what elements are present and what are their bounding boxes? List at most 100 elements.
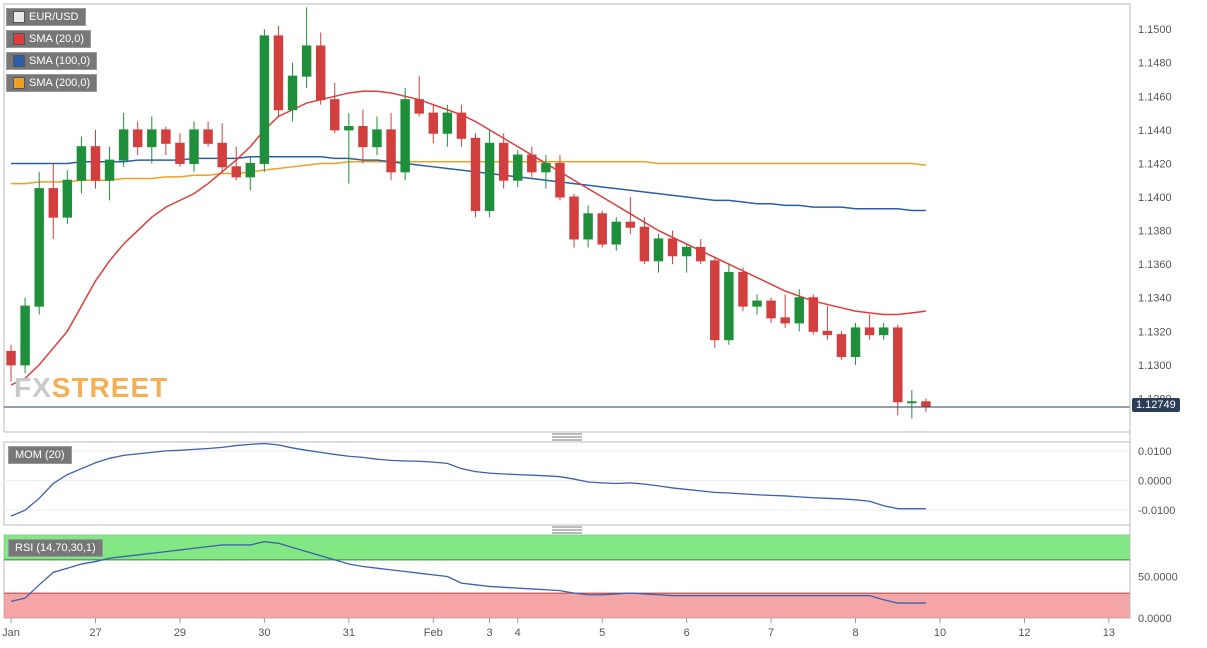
- candle: [823, 331, 831, 334]
- candle: [739, 273, 747, 307]
- svg-text:1.1340: 1.1340: [1138, 293, 1172, 305]
- candle: [288, 76, 296, 110]
- candle: [49, 189, 57, 218]
- rsi-indicator-badge: RSI (14,70,30,1): [8, 539, 103, 557]
- candle: [485, 143, 493, 210]
- svg-text:0.0100: 0.0100: [1138, 446, 1172, 458]
- candle: [640, 227, 648, 261]
- svg-text:1.1420: 1.1420: [1138, 158, 1172, 170]
- candle: [63, 180, 71, 217]
- candle: [612, 222, 620, 244]
- sma100-badge: SMA (100,0): [6, 52, 97, 70]
- candle: [837, 335, 845, 357]
- candle: [302, 46, 310, 76]
- chart-svg: 1.12801.13001.13201.13401.13601.13801.14…: [0, 0, 1207, 648]
- candle: [879, 328, 887, 335]
- svg-text:1.1500: 1.1500: [1138, 24, 1172, 36]
- svg-text:13: 13: [1103, 627, 1115, 639]
- candle: [316, 46, 324, 100]
- svg-text:Jan: Jan: [2, 627, 20, 639]
- sma100-line: [11, 157, 926, 211]
- legend-label: EUR/USD: [29, 11, 79, 23]
- candle: [528, 155, 536, 172]
- candle: [584, 214, 592, 239]
- sma200-line: [11, 162, 926, 184]
- candle: [809, 298, 817, 332]
- mom-indicator-badge: MOM (20): [8, 446, 72, 464]
- candle: [274, 36, 282, 110]
- svg-text:1.1460: 1.1460: [1138, 91, 1172, 103]
- last-price-value: 1.12749: [1136, 399, 1176, 411]
- candle: [753, 301, 761, 306]
- swatch-icon: [13, 55, 25, 67]
- rsi-upper-band: [4, 535, 1130, 560]
- svg-text:1.1380: 1.1380: [1138, 226, 1172, 238]
- svg-text:5: 5: [599, 627, 605, 639]
- svg-text:0.0000: 0.0000: [1138, 476, 1172, 488]
- candle: [711, 261, 719, 340]
- svg-text:10: 10: [934, 627, 946, 639]
- candle: [471, 138, 479, 210]
- svg-text:30: 30: [258, 627, 270, 639]
- candle: [260, 36, 268, 164]
- candle: [345, 127, 353, 130]
- candle: [246, 163, 254, 176]
- candle: [190, 130, 198, 164]
- svg-text:1.1320: 1.1320: [1138, 326, 1172, 338]
- candle: [232, 167, 240, 177]
- candle: [7, 351, 15, 364]
- rsi-indicator-label: RSI (14,70,30,1): [15, 542, 96, 554]
- svg-text:6: 6: [684, 627, 690, 639]
- candle: [387, 130, 395, 172]
- svg-text:27: 27: [89, 627, 101, 639]
- candle: [331, 100, 339, 130]
- candle: [514, 155, 522, 180]
- svg-text:1.1480: 1.1480: [1138, 58, 1172, 70]
- candle: [668, 239, 676, 256]
- svg-text:29: 29: [174, 627, 186, 639]
- candle: [429, 113, 437, 133]
- svg-text:-0.0100: -0.0100: [1138, 505, 1175, 517]
- swatch-icon: [13, 11, 25, 23]
- candle: [443, 113, 451, 133]
- candle: [148, 130, 156, 147]
- swatch-icon: [13, 77, 25, 89]
- candle: [696, 247, 704, 260]
- candle: [133, 130, 141, 147]
- candle: [457, 113, 465, 138]
- svg-text:50.0000: 50.0000: [1138, 572, 1178, 584]
- candle: [894, 328, 902, 402]
- svg-text:3: 3: [487, 627, 493, 639]
- candle: [218, 143, 226, 166]
- candle: [77, 147, 85, 181]
- swatch-icon: [13, 33, 25, 45]
- legend-label: SMA (200,0): [29, 77, 90, 89]
- svg-text:1.1400: 1.1400: [1138, 192, 1172, 204]
- legend-panel: EUR/USD SMA (20,0) SMA (100,0) SMA (200,0): [6, 6, 97, 94]
- svg-text:1.1360: 1.1360: [1138, 259, 1172, 271]
- sma20-badge: SMA (20,0): [6, 30, 91, 48]
- candle: [499, 143, 507, 180]
- candle: [626, 222, 634, 227]
- last-price-flag: 1.12749: [1132, 398, 1180, 412]
- candle: [851, 328, 859, 357]
- candle: [682, 247, 690, 255]
- svg-text:8: 8: [852, 627, 858, 639]
- svg-text:4: 4: [515, 627, 521, 639]
- candle: [162, 130, 170, 143]
- candle: [359, 127, 367, 147]
- sma200-badge: SMA (200,0): [6, 74, 97, 92]
- svg-text:0.0000: 0.0000: [1138, 613, 1172, 625]
- mom-indicator-label: MOM (20): [15, 449, 65, 461]
- candle: [654, 239, 662, 261]
- legend-label: SMA (100,0): [29, 55, 90, 67]
- svg-text:Feb: Feb: [424, 627, 443, 639]
- candle: [373, 130, 381, 147]
- candle: [556, 163, 564, 197]
- candle: [598, 214, 606, 244]
- candle: [570, 197, 578, 239]
- rsi-lower-band: [4, 593, 1130, 618]
- candle: [105, 160, 113, 180]
- svg-text:7: 7: [768, 627, 774, 639]
- candle: [795, 298, 803, 323]
